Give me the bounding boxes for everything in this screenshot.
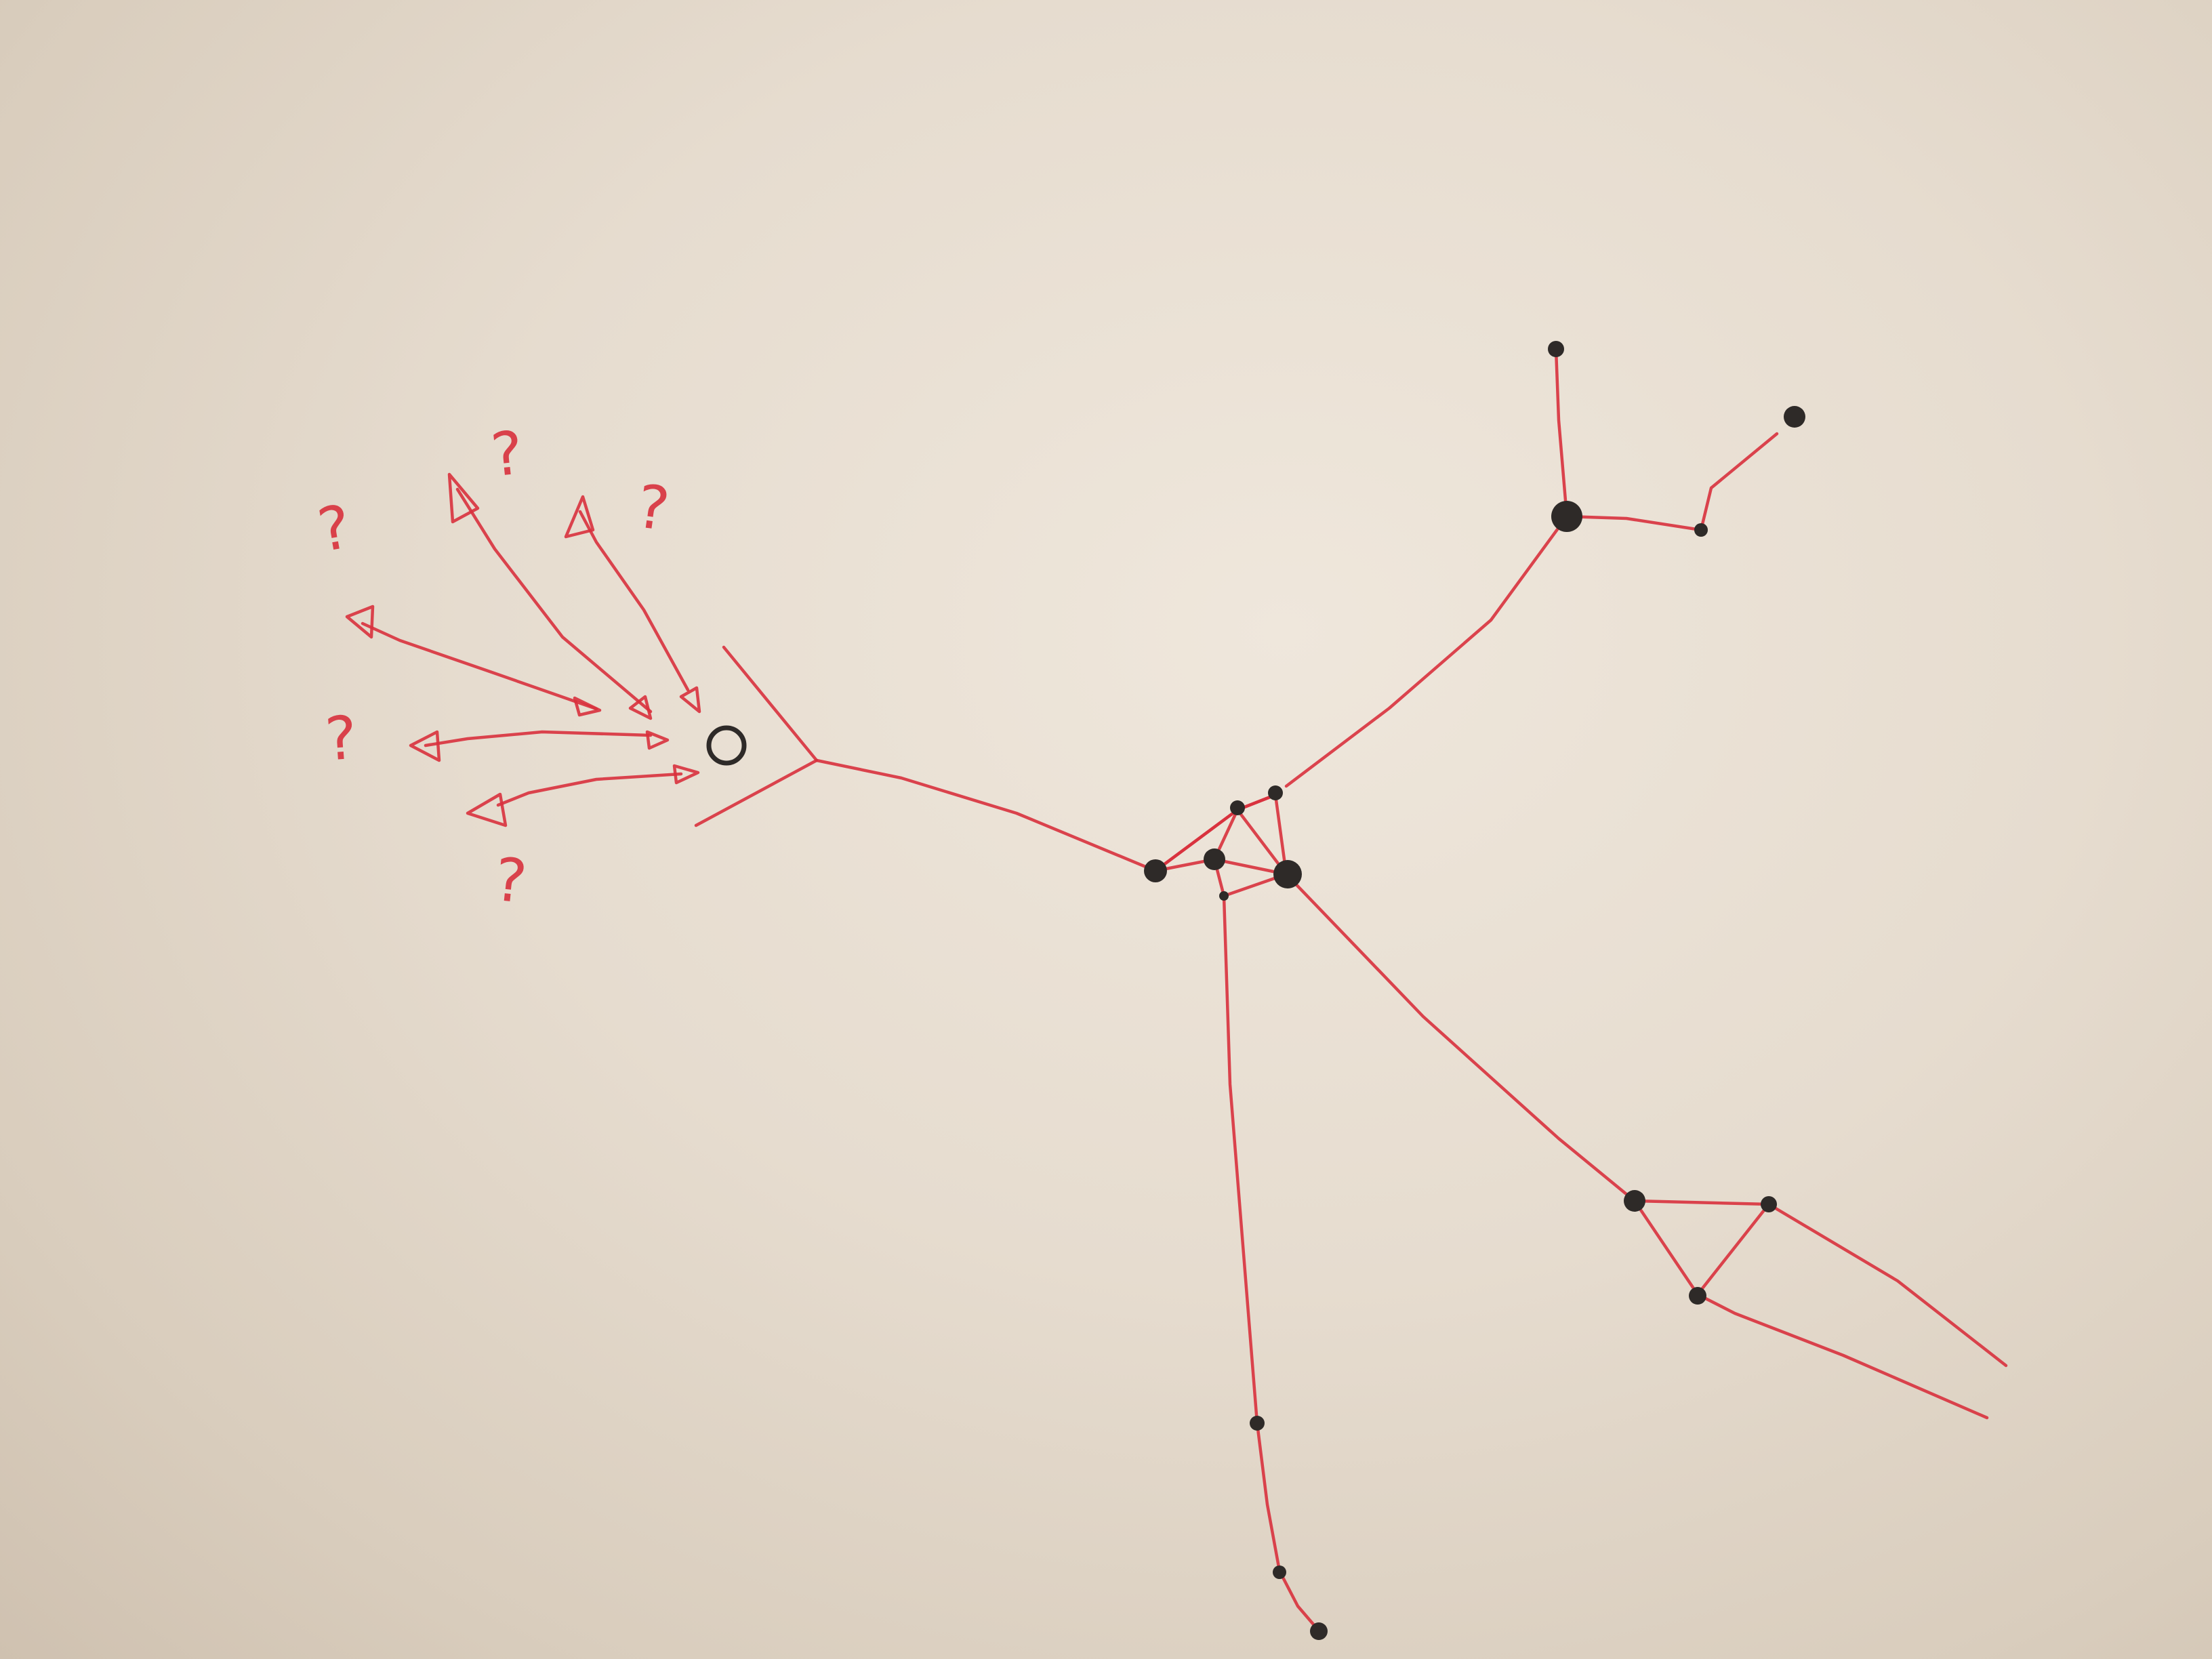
edge-hub-4 [1235,808,1288,876]
nodes [706,341,1805,1640]
edge-triangle-left [1633,1199,1700,1296]
upper-right-branch [1284,347,1779,788]
edge-hub-to-upper-junction [1284,514,1569,788]
hub-cluster [1153,793,1288,898]
node-triangle-bottom [1689,1287,1706,1305]
edge-fork-to-hub [815,758,1158,873]
question-mark-5: ? [491,844,530,917]
fork-branch [694,645,1158,873]
node-upper-far-right [1784,406,1805,428]
node-hub-top-right [1268,785,1283,800]
lower-right-branch [1284,872,2008,1420]
question-marks: ? ? ? ? ? [312,417,673,917]
outgoing-arrows [345,472,701,827]
node-hub-left [1144,859,1167,882]
lower-branch [1222,894,1320,1632]
node-hub-middle [1204,848,1225,870]
arrow-4 [409,730,670,762]
edge-triangle-top [1633,1199,1771,1206]
edge-triangle-diagonal [1696,1202,1771,1296]
edge-upper-junction-to-right [1565,514,1703,532]
question-mark-1: ? [488,417,527,490]
question-mark-3: ? [312,491,356,566]
node-hub-top [1230,800,1245,815]
node-lower-1 [1250,1416,1265,1431]
arrow-3 [345,605,602,717]
edge-upper-junction-to-top [1554,347,1569,518]
question-mark-4: ? [323,703,359,775]
node-upper-junction [1551,501,1582,532]
edge-triangle-to-far-2 [1696,1292,1989,1420]
edge-hub-to-triangle [1284,872,1637,1203]
open-node [706,725,747,766]
fork-lower-prong [694,758,819,827]
fork-upper-prong [722,645,819,762]
arrow-1 [564,495,701,714]
node-lower-bottom [1310,1622,1328,1640]
arrow-5 [466,764,700,827]
edge-hub-to-lower-node [1222,894,1259,1425]
node-upper-right [1694,523,1708,537]
edge-lower-to-bottom [1277,1569,1320,1632]
edge-lower-node-to-next [1255,1421,1282,1573]
node-hub-right [1273,860,1302,888]
edge-triangle-to-far-1 [1767,1202,2008,1368]
node-triangle-right [1761,1196,1777,1212]
edge-right-to-far-right [1699,432,1779,532]
arrow-2 [447,472,653,720]
node-hub-bottom [1219,891,1229,901]
question-mark-2: ? [632,471,674,544]
node-upper-top [1548,341,1564,357]
node-triangle-left [1624,1190,1645,1212]
node-lower-2 [1273,1565,1286,1579]
